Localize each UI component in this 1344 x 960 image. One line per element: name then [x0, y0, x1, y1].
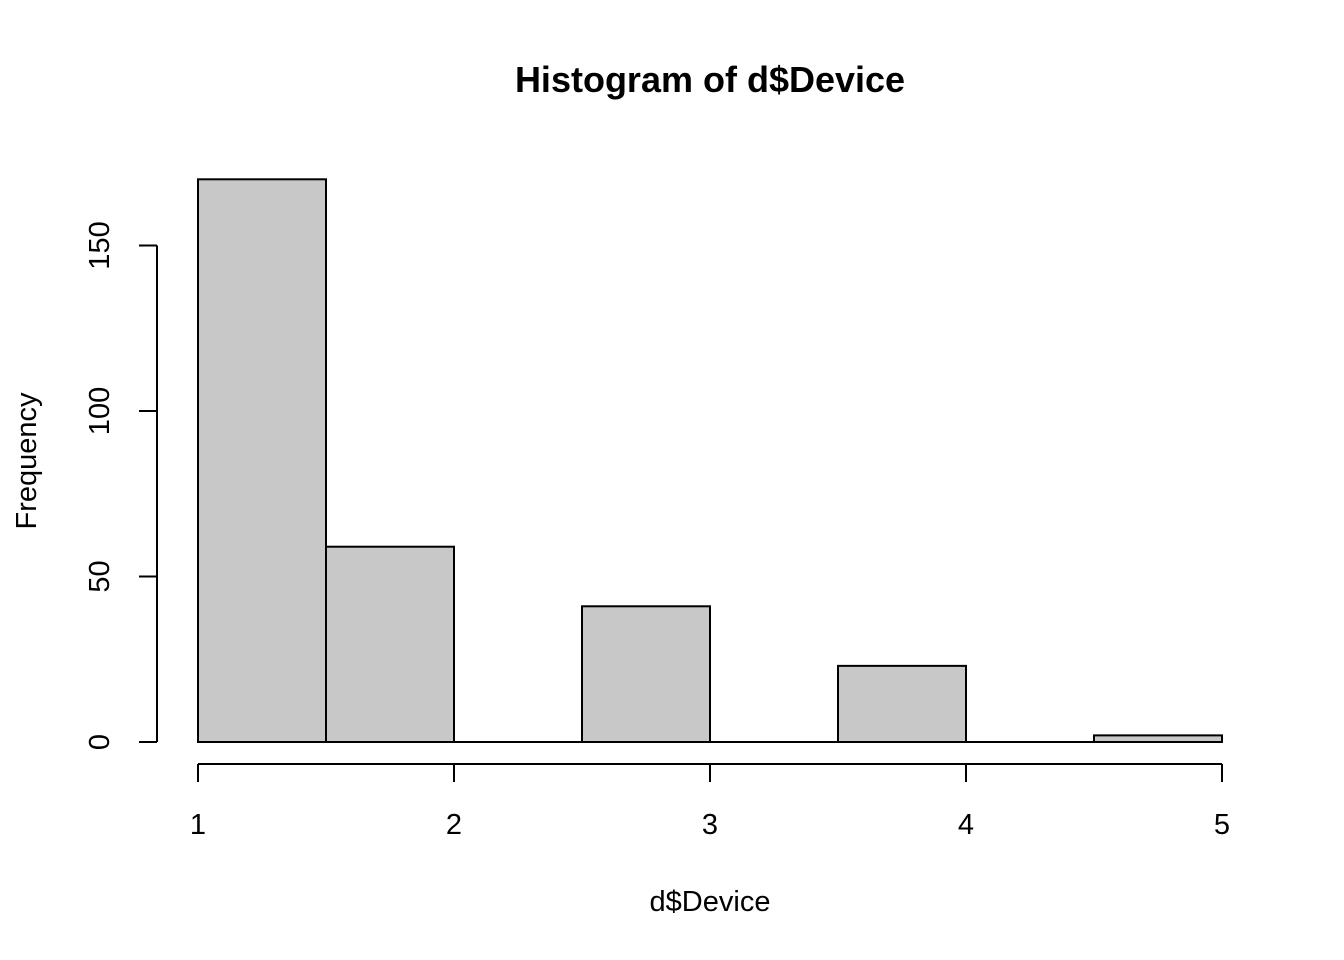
x-axis: 1 2 3 4 5	[190, 763, 1230, 841]
x-tick-label: 4	[958, 809, 974, 841]
y-tick-label: 0	[84, 734, 116, 750]
histogram-bar	[837, 664, 967, 743]
x-axis-label: d$Device	[650, 886, 771, 918]
histogram-bar	[1093, 734, 1223, 744]
bars-group	[197, 178, 1223, 744]
x-tick-label: 5	[1214, 809, 1230, 841]
y-axis-label: Frequency	[11, 392, 43, 530]
chart-title: Histogram of d$Device	[515, 59, 905, 100]
y-axis: 0 50 100 150	[84, 221, 158, 750]
histogram-bar	[581, 605, 711, 743]
histogram-bar	[197, 178, 327, 744]
y-tick-label: 50	[84, 560, 116, 592]
x-tick-label: 1	[190, 809, 206, 841]
x-tick-label: 3	[702, 809, 718, 841]
histogram-bar	[325, 545, 455, 744]
x-tick-label: 2	[446, 809, 462, 841]
y-tick-label: 100	[84, 387, 116, 435]
y-tick-label: 150	[84, 221, 116, 269]
